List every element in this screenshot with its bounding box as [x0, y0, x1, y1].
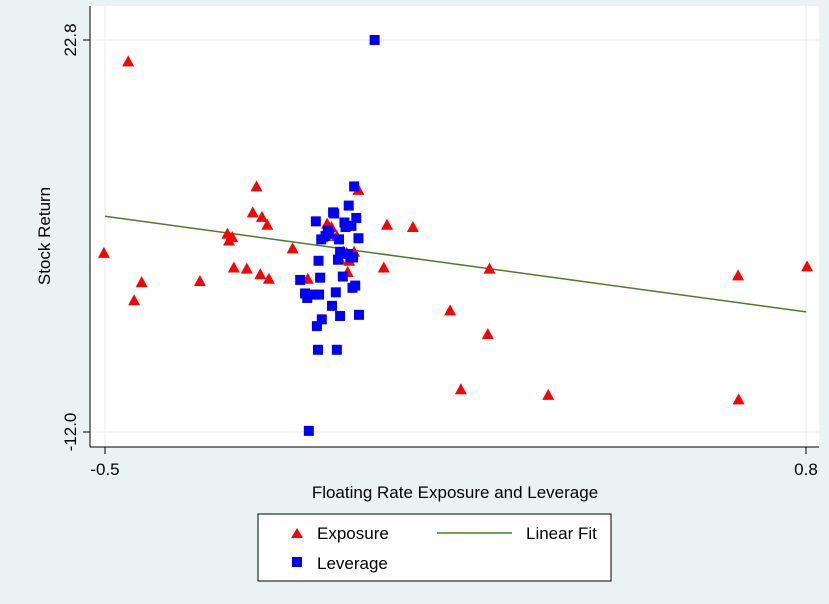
legend-label-exposure: Exposure — [317, 524, 389, 543]
exposure-point — [381, 218, 394, 230]
leverage-point — [337, 271, 348, 282]
exposure-point — [246, 206, 259, 218]
exposure-point — [377, 261, 390, 273]
exposure-point — [97, 246, 110, 258]
x-tick-label: 0.8 — [794, 460, 818, 479]
plot-area — [90, 6, 819, 447]
leverage-point — [349, 181, 360, 192]
leverage-point — [330, 287, 341, 298]
leverage-point — [353, 309, 364, 320]
exposure-point — [454, 383, 467, 395]
y-tick-label: 22.8 — [61, 23, 80, 56]
exposure-point — [254, 268, 267, 280]
exposure-point — [262, 272, 275, 284]
leverage-point — [314, 289, 325, 300]
leverage-point — [335, 246, 346, 257]
exposure-point — [240, 262, 253, 274]
exposure-point — [128, 294, 141, 306]
leverage-point — [350, 280, 361, 291]
leverage-point — [348, 252, 359, 263]
exposure-point — [227, 261, 240, 273]
leverage-point — [343, 200, 354, 211]
legend-square-marker — [292, 557, 302, 567]
x-tick-label: -0.5 — [90, 460, 119, 479]
leverage-point — [351, 212, 362, 223]
y-tick-label: -12.0 — [61, 413, 80, 452]
leverage-point — [312, 344, 323, 355]
leverage-point — [310, 216, 321, 227]
exposure-point — [286, 242, 299, 254]
exposure-point — [732, 269, 745, 281]
exposure-point — [261, 218, 274, 230]
leverage-point — [324, 228, 335, 239]
leverage-point — [340, 221, 351, 232]
leverage-point — [303, 425, 314, 436]
leverage-point — [316, 314, 327, 325]
exposure-point — [250, 180, 263, 192]
exposure-point — [732, 393, 745, 405]
exposure-point — [801, 260, 814, 272]
legend-triangle-marker — [291, 528, 303, 538]
exposure-point — [542, 388, 555, 400]
leverage-point — [329, 208, 340, 219]
exposure-point — [444, 304, 457, 316]
legend-box — [257, 513, 612, 582]
leverage-point — [295, 274, 306, 285]
leverage-point — [302, 292, 313, 303]
exposure-point — [193, 275, 206, 287]
exposure-point — [135, 276, 148, 288]
exposure-point — [483, 262, 496, 274]
leverage-point — [353, 233, 364, 244]
leverage-point — [334, 234, 345, 245]
leverage-point — [327, 300, 338, 311]
grid-lines — [90, 6, 819, 447]
fit-line-group — [104, 215, 807, 313]
y-axis-title: Stock Return — [35, 187, 54, 285]
linear-fit-line — [104, 215, 807, 313]
x-axis-title: Floating Rate Exposure and Leverage — [312, 483, 598, 502]
exposure-point — [255, 210, 268, 222]
leverage-point — [369, 35, 380, 45]
exposure-point — [406, 220, 419, 232]
leverage-point — [346, 220, 357, 231]
legend-label-linear-fit: Linear Fit — [526, 524, 597, 543]
leverage-point — [313, 255, 324, 266]
leverage-point — [332, 254, 343, 265]
leverage-point — [335, 310, 346, 321]
leverage-point — [331, 344, 342, 355]
leverage-point — [311, 321, 322, 332]
exposure-point — [122, 55, 135, 67]
data-marks — [97, 35, 814, 436]
legend: Exposure Linear Fit Leverage — [257, 513, 612, 582]
exposure-point — [226, 231, 239, 243]
leverage-point — [315, 272, 326, 283]
axis-ticks: -0.5 0.8 -12.0 22.8 — [61, 23, 818, 479]
exposure-point — [481, 328, 494, 339]
legend-label-leverage: Leverage — [317, 554, 388, 573]
